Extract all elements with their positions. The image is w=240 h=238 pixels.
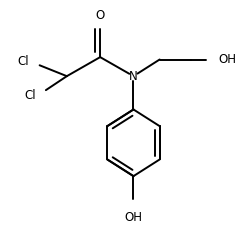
Text: Cl: Cl	[25, 89, 36, 102]
Text: O: O	[96, 9, 105, 22]
Text: Cl: Cl	[18, 55, 29, 68]
Text: N: N	[129, 70, 138, 83]
Text: OH: OH	[219, 53, 237, 66]
Text: OH: OH	[125, 211, 143, 224]
